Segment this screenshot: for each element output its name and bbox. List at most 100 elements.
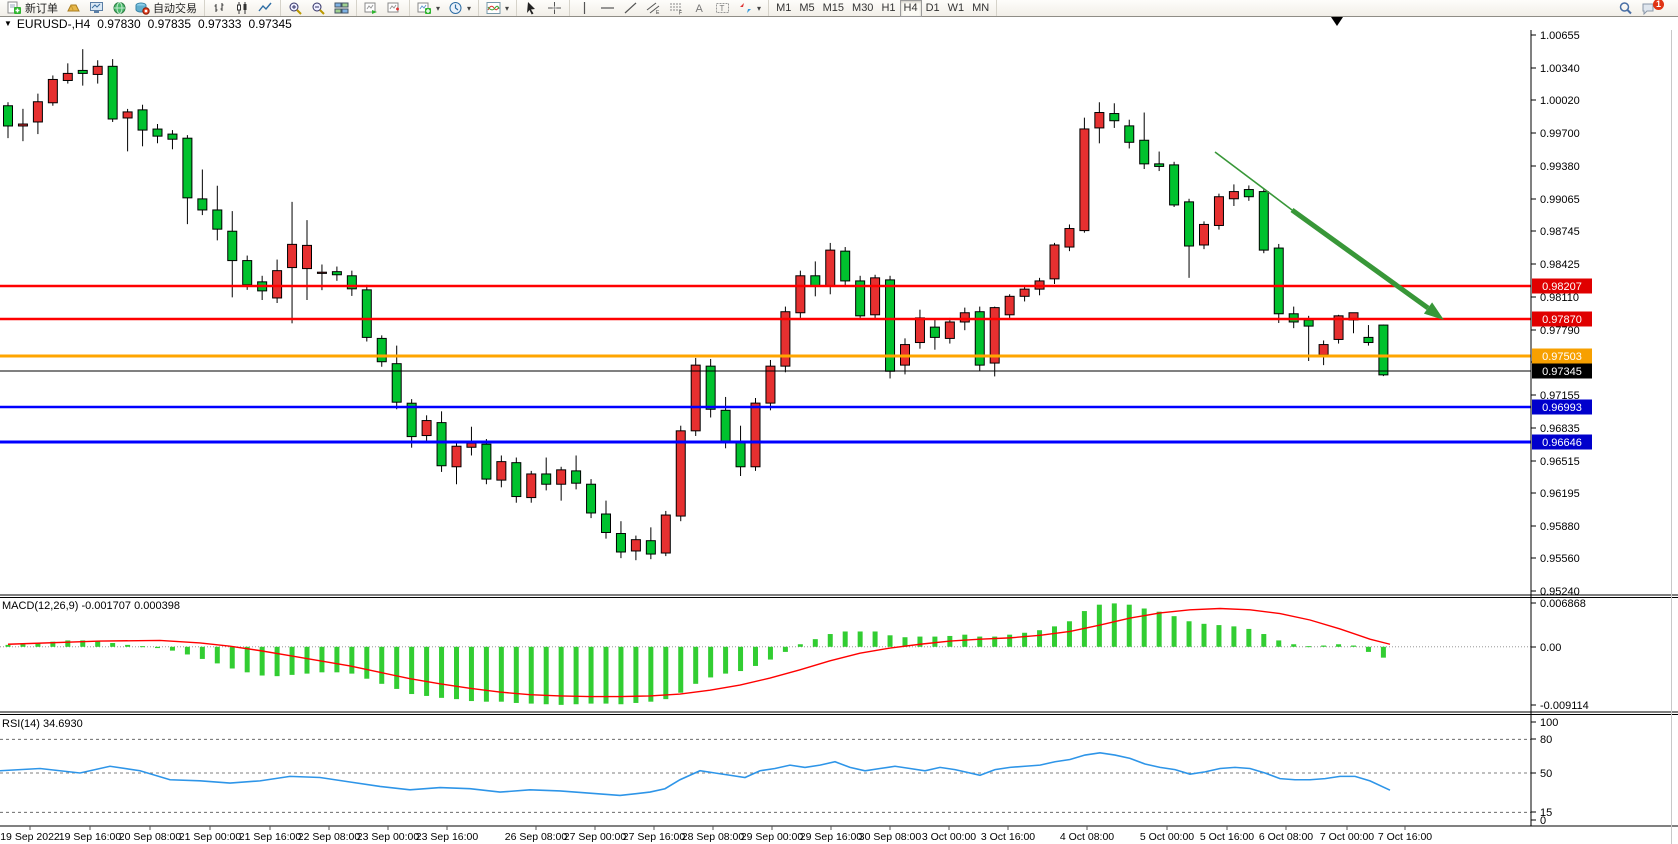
market-watch-button[interactable] (108, 0, 131, 17)
text-icon: A (692, 1, 707, 15)
candle-up (795, 275, 806, 314)
macd-bar (1126, 604, 1132, 647)
macd-bar (5, 644, 11, 647)
macd-bar (782, 646, 788, 652)
tf-m15-button[interactable]: M15 (819, 0, 848, 17)
candle-up (780, 311, 791, 367)
line-chart-button[interactable] (254, 0, 277, 17)
tf-d1-button[interactable]: D1 (922, 0, 944, 17)
candle-down (1109, 113, 1120, 122)
svg-text:E: E (656, 10, 660, 15)
macd-bar (977, 636, 983, 647)
macd-bar (573, 646, 579, 705)
new-chart-button[interactable]: ▾ (413, 0, 444, 17)
vertical-line-button[interactable] (573, 0, 596, 17)
candle-down (511, 462, 522, 498)
macd-bar (409, 646, 415, 695)
gold-bar-icon (66, 1, 81, 15)
tf-mn-button[interactable]: MN (968, 0, 993, 17)
trend-arrow[interactable] (1214, 151, 1444, 320)
candle-up (944, 321, 955, 339)
macd-bar (349, 646, 355, 674)
time-tick-label: 28 Sep 08:00 (682, 831, 745, 843)
indicators-button[interactable]: ▾ (482, 0, 513, 17)
tile-windows-button[interactable] (330, 0, 353, 17)
macd-bar (1066, 621, 1072, 647)
text-label-icon: T (715, 1, 730, 15)
macd-bar (304, 646, 310, 674)
candle-down (885, 279, 896, 372)
candle-down (77, 69, 88, 74)
tf-m1-button[interactable]: M1 (772, 0, 795, 17)
chart-type-group (205, 0, 281, 16)
new-order-button[interactable]: 新订单 (3, 0, 62, 17)
price-level-lines[interactable] (0, 284, 1531, 444)
price-tick-label: 1.00655 (1540, 30, 1580, 42)
horizontal-line-button[interactable] (596, 0, 619, 17)
auto-scroll-button[interactable] (360, 0, 383, 17)
tf-h1-button-label: H1 (881, 2, 896, 14)
candle-down (331, 271, 342, 276)
tf-w1-button[interactable]: W1 (944, 0, 969, 17)
fibonacci-button[interactable]: F (665, 0, 688, 17)
terminal-button[interactable] (85, 0, 108, 17)
candle-down (1258, 191, 1269, 251)
price-axis[interactable]: 1.00655 1.00340 1.00020 0.99700 0.99380 0.990… (1530, 30, 1592, 827)
macd-bar (1171, 616, 1177, 647)
bar-chart-button[interactable] (208, 0, 231, 17)
macd-bar (1351, 645, 1356, 647)
macd-bar (603, 646, 609, 704)
candle-down (810, 275, 821, 287)
fibonacci-icon: F (669, 1, 684, 17)
macd-bar (155, 646, 160, 649)
macd-bar (364, 646, 370, 679)
search-button[interactable] (1614, 0, 1637, 17)
rsi-tick-label: 15 (1540, 807, 1552, 819)
tf-m1-button-label: M1 (776, 2, 792, 14)
macd-pane: MACD(12,26,9) -0.001707 0.000398 (0, 600, 1531, 705)
macd-bar (753, 646, 758, 666)
candle-up (496, 461, 507, 481)
chart-title: ▼ EURUSD-,H4 0.97830 0.97835 0.97333 0.9… (0, 16, 292, 31)
candle-up (1019, 288, 1030, 297)
crosshair-button[interactable] (543, 0, 566, 17)
candlestick-chart-button[interactable] (231, 0, 254, 17)
cursor-group (517, 0, 571, 17)
tf-m5-button[interactable]: M5 (795, 0, 818, 17)
tf-m30-button[interactable]: M30 (848, 0, 877, 17)
macd-bar (633, 646, 639, 703)
zoom-in-button[interactable] (284, 0, 307, 17)
chart-shift-button[interactable] (383, 0, 406, 17)
open-value: 0.97830 (97, 16, 141, 31)
tf-h4-button[interactable]: H4 (899, 0, 922, 17)
macd-signal-line (7, 607, 1391, 698)
macd-bar (289, 646, 295, 675)
time-tick-label: 7 Oct 16:00 (1378, 831, 1432, 843)
candle-up (989, 307, 1000, 364)
auto-trading-button[interactable]: 自动交易 (131, 0, 201, 17)
price-tick-label: 0.96835 (1540, 423, 1580, 435)
chart-dropdown-icon[interactable]: ▼ (4, 19, 12, 28)
rsi-tick-label: 0 (1540, 815, 1546, 827)
candle-down (1154, 163, 1165, 167)
search-icon (1618, 1, 1633, 15)
arrows-button[interactable]: ▾ (734, 0, 765, 17)
text-label-button[interactable]: T (711, 0, 734, 17)
metaeditor-button[interactable] (62, 0, 85, 17)
candle-up (870, 277, 881, 316)
notifications-button[interactable]: 1 (1637, 0, 1668, 17)
cursor-button[interactable] (520, 0, 543, 17)
equidistant-channel-button[interactable]: E (642, 0, 665, 17)
trendline-button[interactable] (619, 0, 642, 17)
price-badge (1532, 348, 1592, 364)
time-tick-label: 23 Sep 00:00 (357, 831, 420, 843)
tf-h1-button[interactable]: H1 (877, 0, 899, 17)
period-button[interactable]: ▾ (444, 0, 475, 17)
candle-up (47, 78, 58, 104)
zoom-in-icon (288, 1, 303, 15)
text-button[interactable]: A (688, 0, 711, 17)
zoom-out-button[interactable] (307, 0, 330, 17)
tf-m5-button-label: M5 (799, 2, 815, 14)
